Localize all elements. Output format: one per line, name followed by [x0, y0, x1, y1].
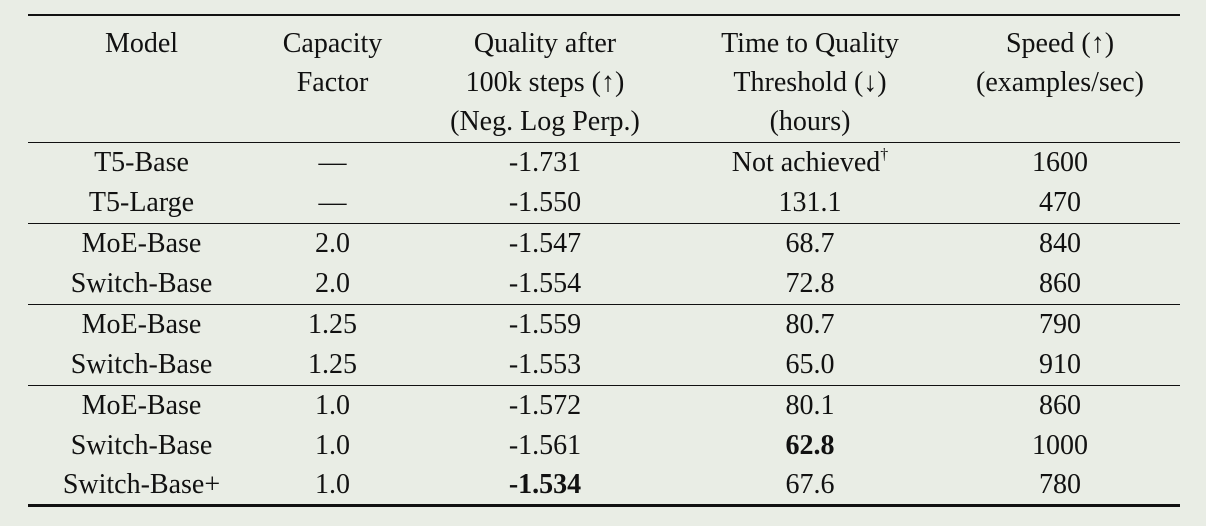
rule [28, 504, 1180, 507]
table-cell: — [318, 186, 347, 218]
table-cell: 1.0 [315, 390, 350, 421]
header-cell: Time to Quality [721, 28, 899, 59]
table-cell: -1.561 [508, 429, 582, 461]
table-cell: 860 [1039, 267, 1081, 299]
table-cell: Switch-Base+ [62, 469, 221, 500]
header-cell: Speed (↑) [1005, 28, 1115, 59]
table-cell: 72.8 [785, 267, 835, 299]
table-cell: 131.1 [778, 186, 842, 218]
header-cell: (hours) [769, 106, 851, 137]
header-cell: Model [104, 28, 179, 59]
table-cell: Not achieved† [680, 143, 940, 182]
table-cell: — [318, 147, 347, 178]
table-cell: -1.553 [508, 348, 582, 380]
table-cell: 1600 [1032, 147, 1088, 178]
header-cell: 100k steps (↑) [465, 67, 625, 98]
header-cell: Quality after [473, 28, 617, 59]
footnote-mark: † [880, 146, 889, 163]
table-cell: 1000 [1032, 429, 1088, 461]
table-cell: 470 [1039, 186, 1081, 218]
table-cell: -1.547 [508, 228, 582, 259]
table-cell: 80.1 [785, 390, 835, 421]
table-cell: -1.534 [410, 465, 680, 504]
table-cell: Switch-Base [70, 348, 213, 380]
header-cell: (Neg. Log Perp.) [450, 106, 640, 137]
cell-text: -1.534 [508, 469, 582, 500]
table-cell: Switch-Base [70, 267, 213, 299]
table-cell: 1.0 [315, 429, 350, 461]
table-cell: -1.731 [508, 147, 582, 178]
table-cell: T5-Large [88, 186, 195, 218]
table-cell: -1.550 [508, 186, 582, 218]
rule [28, 142, 1180, 143]
table-cell: 840 [1039, 228, 1081, 259]
header-cell: Threshold (↓) [733, 67, 887, 98]
rule [28, 304, 1180, 305]
table-cell: 860 [1039, 390, 1081, 421]
rule [28, 223, 1180, 224]
table-cell: 780 [1039, 469, 1081, 500]
table-cell: 65.0 [785, 348, 835, 380]
table-cell: 1.25 [308, 348, 357, 380]
table-cell: 1.0 [315, 469, 350, 500]
table-cell: 790 [1039, 309, 1081, 340]
table-cell: MoE-Base [81, 228, 202, 259]
table-cell: Switch-Base [70, 429, 213, 461]
table-cell: 1.25 [308, 309, 357, 340]
header-cell: (examples/sec) [976, 67, 1144, 98]
cell-text: 62.8 [785, 429, 835, 461]
table-cell: MoE-Base [81, 390, 202, 421]
table-cell: T5-Base [94, 147, 189, 178]
table-cell: 68.7 [785, 228, 835, 259]
rule [28, 385, 1180, 386]
cell-text: Not achieved [731, 147, 881, 178]
rule [28, 14, 1180, 16]
table-cell: 2.0 [315, 267, 350, 299]
table-cell: 910 [1039, 348, 1081, 380]
table-cell: 80.7 [785, 309, 835, 340]
table-cell: -1.559 [508, 309, 582, 340]
table-cell: 67.6 [785, 469, 835, 500]
table-cell: 62.8 [680, 426, 940, 465]
table-cell: MoE-Base [81, 309, 202, 340]
table-cell: 2.0 [315, 228, 350, 259]
table-cell: -1.554 [508, 267, 582, 299]
header-cell: Factor [296, 67, 369, 98]
table-cell: -1.572 [508, 390, 582, 421]
header-cell: Capacity [282, 28, 383, 59]
